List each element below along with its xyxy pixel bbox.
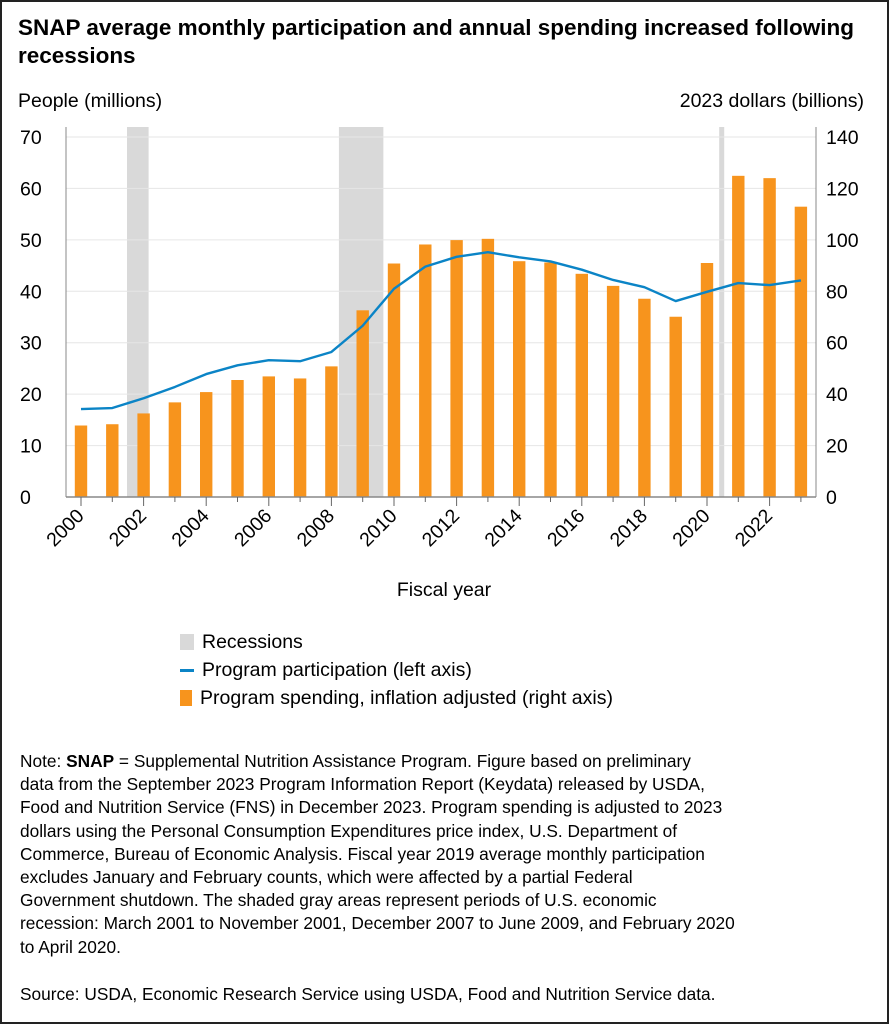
spending-bar: [638, 298, 651, 497]
right-y-tick-label: 20: [826, 436, 848, 458]
legend-label: Program participation (left axis): [202, 658, 472, 681]
right-y-tick-label: 40: [826, 384, 848, 406]
note-line: data from the September 2023 Program Inf…: [20, 774, 705, 795]
note-line: Note: SNAP = Supplemental Nutrition Assi…: [20, 750, 735, 773]
note-text: = Supplemental Nutrition Assistance Prog…: [114, 751, 691, 771]
x-tick-label: 2004: [167, 505, 213, 551]
right-axis-title: 2023 dollars (billions): [679, 90, 864, 112]
spending-bar: [262, 376, 275, 497]
spending-bar: [231, 380, 244, 497]
x-tick-label: 2010: [355, 505, 401, 551]
note-line: Food and Nutrition Service (FNS) in Dece…: [20, 797, 723, 818]
spending-bar: [356, 310, 369, 497]
chart-title: SNAP average monthly participation and a…: [18, 15, 854, 68]
note-prefix: Note:: [20, 751, 67, 771]
spending-bar: [168, 402, 182, 497]
note: Note: SNAP = Supplemental Nutrition Assi…: [20, 750, 735, 959]
right-y-tick-label: 100: [826, 230, 859, 252]
spending-bar: [419, 244, 432, 497]
spending-bar: [293, 378, 307, 497]
legend-label: Recessions: [202, 630, 303, 653]
x-tick-label: 2014: [480, 505, 526, 551]
left-y-tick-label: 30: [20, 333, 42, 355]
spending-bar: [700, 263, 714, 497]
recession-band: [719, 127, 725, 497]
left-y-tick-label: 40: [20, 281, 42, 303]
x-tick-label: 2018: [606, 505, 652, 551]
right-y-tick-label: 60: [826, 333, 848, 355]
spending-bar: [794, 206, 808, 497]
legend-item-participation: Program participation (left axis): [180, 656, 613, 684]
spending-bar: [137, 413, 150, 497]
x-tick-label: 2008: [293, 505, 339, 551]
x-tick-label: 2020: [668, 505, 714, 551]
bar-swatch: [180, 690, 192, 706]
x-tick-label: 2022: [731, 505, 777, 551]
note-line: to April 2020.: [20, 936, 121, 957]
spending-bar: [106, 424, 119, 497]
spending-bar: [763, 178, 776, 497]
note-line: dollars using the Personal Consumption E…: [20, 820, 678, 841]
participation-line: [80, 250, 802, 411]
x-tick-label: 2016: [543, 505, 589, 551]
legend: Recessions Program participation (left a…: [180, 628, 613, 712]
note-bold-term: SNAP: [66, 751, 115, 771]
left-y-tick-label: 0: [20, 487, 31, 509]
left-y-tick-label: 10: [20, 436, 42, 458]
legend-item-spending: Program spending, inflation adjusted (ri…: [180, 684, 613, 712]
recession-band: [127, 127, 149, 497]
x-tick-label: 2012: [418, 505, 464, 551]
right-y-tick-label: 140: [826, 127, 859, 149]
left-y-tick-label: 70: [20, 127, 42, 149]
spending-bar: [200, 392, 213, 497]
spending-bar: [732, 175, 745, 497]
note-line: recession: March 2001 to November 2001, …: [20, 913, 735, 934]
right-y-tick-label: 120: [826, 178, 859, 200]
spending-bar: [606, 285, 620, 497]
left-axis-title: People (millions): [18, 90, 163, 112]
x-tick-label: 2002: [105, 505, 151, 551]
spending-bar: [513, 261, 526, 497]
spending-bar: [74, 425, 88, 497]
right-y-tick-label: 80: [826, 281, 848, 303]
spending-bar: [387, 263, 401, 497]
right-y-tick-label: 0: [826, 487, 837, 509]
spending-bar: [450, 240, 463, 497]
line-swatch: [180, 668, 194, 672]
legend-label: Program spending, inflation adjusted (ri…: [200, 686, 613, 709]
legend-item-recessions: Recessions: [180, 628, 613, 656]
note-line: excludes January and February counts, wh…: [20, 867, 633, 888]
spending-bar: [544, 262, 557, 497]
left-y-tick-label: 20: [20, 384, 42, 406]
note-line: Government shutdown. The shaded gray are…: [20, 890, 657, 911]
spending-bar: [325, 366, 338, 497]
left-y-tick-label: 50: [20, 230, 42, 252]
x-tick-label: 2000: [42, 505, 88, 551]
recession-swatch: [180, 634, 194, 650]
source: Source: USDA, Economic Research Service …: [20, 984, 716, 1004]
spending-bar: [575, 273, 588, 497]
x-axis-title: Fiscal year: [397, 579, 492, 601]
left-y-tick-label: 60: [20, 178, 42, 200]
note-line: Commerce, Bureau of Economic Analysis. F…: [20, 843, 705, 864]
x-tick-label: 2006: [230, 505, 276, 551]
spending-bar: [669, 316, 682, 497]
spending-bar: [481, 238, 495, 498]
